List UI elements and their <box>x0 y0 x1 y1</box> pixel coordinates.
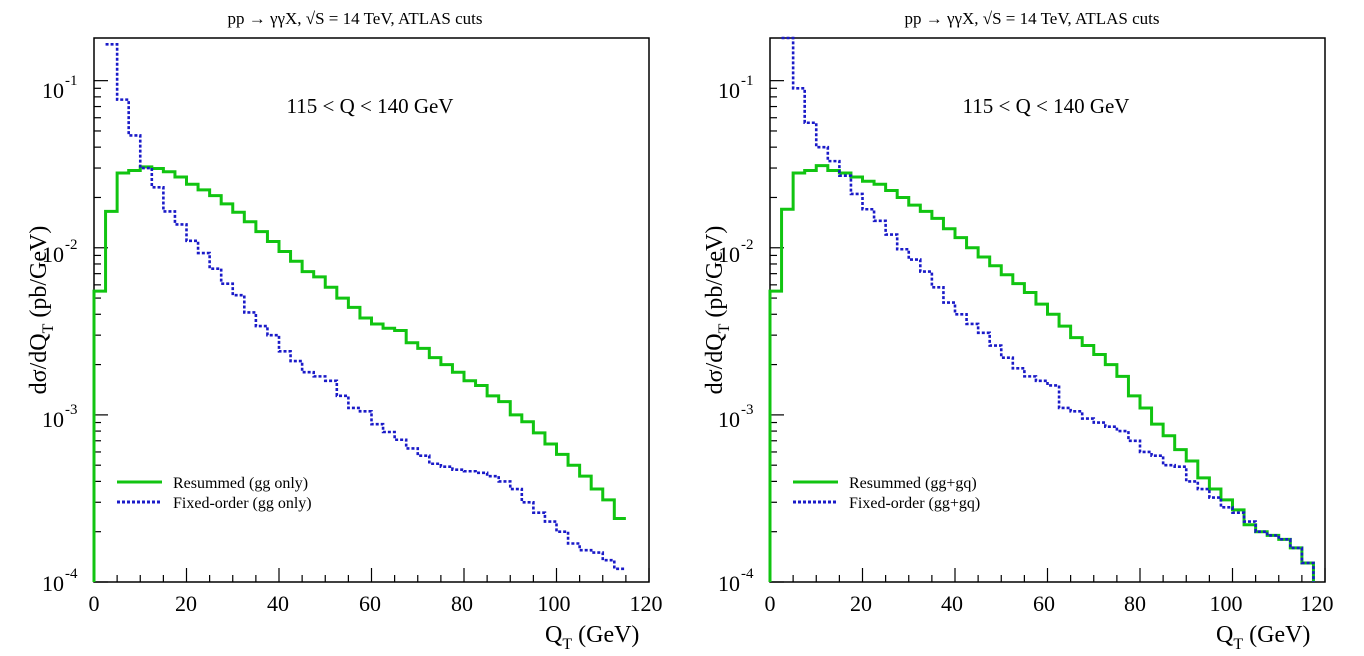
chart-left: pp → γγX, √S = 14 TeV, ATLAS cuts 115 < … <box>26 9 663 653</box>
plot-area <box>92 37 650 583</box>
x-tick-label: 20 <box>175 591 197 616</box>
x-axis-label: QT (GeV) <box>1216 622 1310 653</box>
legend-label-fixed-order: Fixed-order (gg+gq) <box>849 495 980 512</box>
y-tick-label: 10-2 <box>718 237 754 267</box>
y-axis-label: dσ/dQT (pb/GeV) <box>26 226 57 395</box>
y-axis-label: dσ/dQT (pb/GeV) <box>702 226 733 395</box>
x-tick-label: 100 <box>1210 591 1243 616</box>
legend: Resummed (gg only) Fixed-order (gg only) <box>117 475 312 512</box>
y-tick-label: 10-1 <box>42 73 78 103</box>
x-tick-labels: 0 20 40 60 80 100 120 <box>765 591 1334 616</box>
legend-label-fixed-order: Fixed-order (gg only) <box>173 495 312 512</box>
x-tick-label: 60 <box>359 591 381 616</box>
series-line-resummed <box>768 164 1315 582</box>
x-tick-label: 80 <box>451 591 473 616</box>
y-tick-label: 10-2 <box>42 237 78 267</box>
x-tick-label: 20 <box>850 591 872 616</box>
y-tick-label: 10-4 <box>718 566 754 596</box>
chart-annotation: 115 < Q < 140 GeV <box>287 94 454 118</box>
series-line-fixed-order <box>105 43 626 571</box>
chart-annotation: 115 < Q < 140 GeV <box>963 94 1130 118</box>
chart-title: pp → γγX, √S = 14 TeV, ATLAS cuts <box>904 9 1159 28</box>
x-tick-label: 0 <box>765 591 776 616</box>
y-tick-label: 10-3 <box>42 402 78 432</box>
y-tick-label: 10-3 <box>718 402 754 432</box>
plot-area <box>768 36 1326 583</box>
legend-label-resummed: Resummed (gg only) <box>173 475 308 492</box>
x-tick-label: 120 <box>630 591 663 616</box>
series-line-fixed-order <box>781 36 1315 582</box>
chart-right: pp → γγX, √S = 14 TeV, ATLAS cuts 115 < … <box>702 9 1334 653</box>
series-line-resummed <box>92 165 626 582</box>
legend-label-resummed: Resummed (gg+gq) <box>849 475 977 492</box>
x-tick-label: 60 <box>1033 591 1055 616</box>
x-tick-label: 100 <box>538 591 571 616</box>
x-axis-label: QT (GeV) <box>545 622 639 653</box>
legend: Resummed (gg+gq) Fixed-order (gg+gq) <box>793 475 980 512</box>
y-tick-labels: 10-1 10-2 10-3 10-4 <box>718 73 754 596</box>
x-tick-label: 40 <box>941 591 963 616</box>
y-tick-label: 10-4 <box>42 566 78 596</box>
x-tick-label: 40 <box>267 591 289 616</box>
y-tick-label: 10-1 <box>718 73 754 103</box>
x-tick-label: 120 <box>1301 591 1334 616</box>
x-tick-label: 0 <box>89 591 100 616</box>
y-tick-labels: 10-1 10-2 10-3 10-4 <box>42 73 78 596</box>
x-tick-labels: 0 20 40 60 80 100 120 <box>89 591 663 616</box>
x-tick-label: 80 <box>1124 591 1146 616</box>
chart-title: pp → γγX, √S = 14 TeV, ATLAS cuts <box>227 9 482 28</box>
